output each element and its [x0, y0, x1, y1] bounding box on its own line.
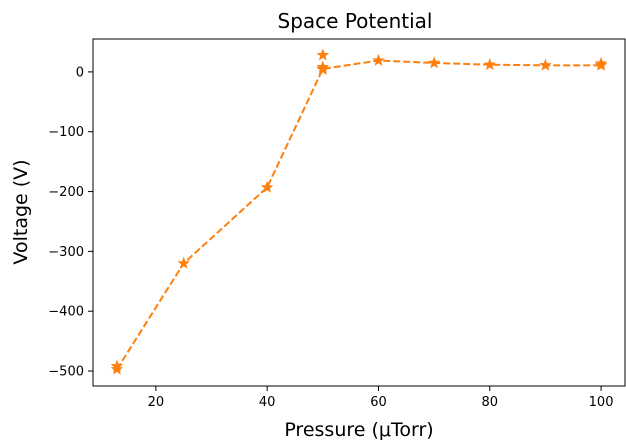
y-axis-label: Voltage (V)	[10, 159, 32, 264]
x-tick-label: 40	[259, 395, 276, 410]
y-tick-label: 0	[76, 65, 84, 80]
x-tick-label: 100	[589, 395, 614, 410]
series-line	[117, 61, 601, 370]
plot-frame	[93, 39, 625, 386]
y-tick-label: −200	[48, 185, 84, 200]
x-tick-label: 80	[482, 395, 499, 410]
chart-title: Space Potential	[278, 9, 433, 33]
y-tick-label: −100	[48, 125, 84, 140]
x-tick-label: 60	[370, 395, 387, 410]
data-point-star	[318, 50, 328, 60]
data-point-star	[540, 60, 550, 70]
data-point-star	[485, 59, 495, 69]
data-point-star	[429, 57, 439, 67]
axis-ticks: 20 40 60 80 100 0 −100 −200 −300 −400 −500	[48, 65, 613, 410]
x-axis-label: Pressure (μTorr)	[284, 419, 433, 441]
x-tick-label: 20	[148, 395, 165, 410]
data-series	[112, 50, 607, 374]
y-tick-label: −300	[48, 245, 84, 260]
y-tick-label: −400	[48, 305, 84, 320]
data-point-star	[373, 55, 383, 65]
y-tick-label: −500	[48, 365, 84, 380]
